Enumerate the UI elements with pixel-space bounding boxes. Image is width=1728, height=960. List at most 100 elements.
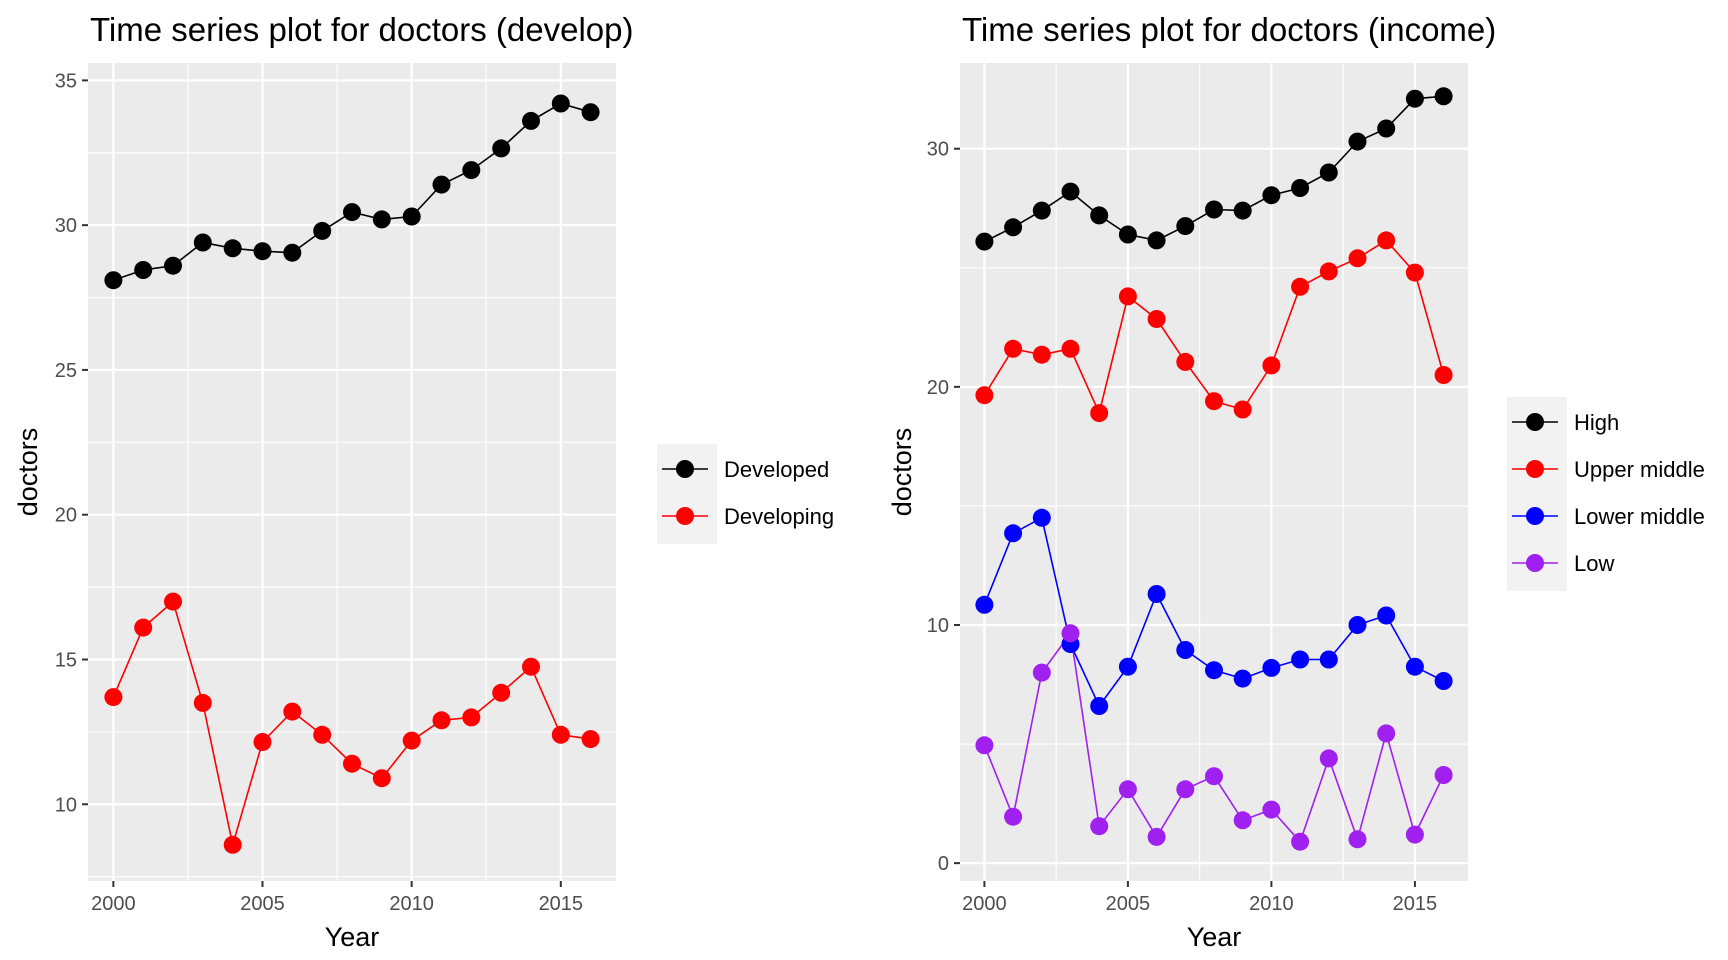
x-axis-ticks: 2000 2005 2010 2015 bbox=[91, 881, 583, 915]
data-point-lower-middle bbox=[1176, 641, 1195, 659]
data-point-lower-middle bbox=[1118, 657, 1137, 676]
x-tick-label: 2010 bbox=[389, 893, 434, 915]
legend-label: Developing bbox=[724, 504, 834, 529]
data-point-developing bbox=[551, 725, 570, 744]
data-point-high bbox=[1377, 119, 1396, 138]
data-point-high bbox=[1205, 200, 1223, 219]
x-axis-label: Year bbox=[325, 922, 380, 952]
data-point-developed bbox=[193, 233, 212, 252]
y-tick-label: 10 bbox=[927, 615, 949, 637]
data-point-upper-middle bbox=[1061, 339, 1080, 358]
data-point-low bbox=[975, 736, 994, 755]
data-point-developing bbox=[492, 683, 511, 702]
data-point-developing bbox=[372, 769, 391, 788]
legend: Developed Developing bbox=[657, 444, 834, 544]
legend: High Upper middle Lower middle Low bbox=[1507, 397, 1705, 591]
data-point-upper-middle bbox=[1118, 287, 1137, 306]
data-point-lower-middle bbox=[1090, 697, 1109, 715]
data-point-lower-middle bbox=[1032, 508, 1051, 527]
data-point-lower-middle bbox=[1291, 650, 1310, 669]
data-point-lower-middle bbox=[1147, 585, 1166, 603]
data-point-upper-middle bbox=[1319, 262, 1338, 281]
legend-marker bbox=[1526, 507, 1544, 525]
data-point-low bbox=[1147, 827, 1166, 846]
data-point-upper-middle bbox=[1291, 277, 1310, 296]
data-point-developed bbox=[164, 256, 182, 275]
data-point-developed bbox=[343, 203, 361, 222]
x-tick-label: 2005 bbox=[240, 893, 285, 915]
data-point-developed bbox=[522, 111, 540, 130]
data-point-developing bbox=[402, 731, 421, 750]
data-point-low bbox=[1205, 767, 1223, 786]
data-point-high bbox=[1262, 186, 1281, 205]
legend-item-high: High bbox=[1512, 410, 1619, 435]
y-tick-label: 30 bbox=[55, 215, 77, 237]
data-point-low bbox=[1319, 749, 1338, 768]
data-point-low bbox=[1118, 780, 1137, 799]
y-tick-label: 10 bbox=[55, 794, 77, 816]
data-point-upper-middle bbox=[1233, 400, 1252, 419]
legend-label: Low bbox=[1574, 551, 1614, 576]
data-point-developing bbox=[193, 693, 212, 712]
data-point-high bbox=[1291, 179, 1310, 197]
data-point-lower-middle bbox=[1348, 616, 1367, 634]
data-point-upper-middle bbox=[1377, 231, 1396, 250]
y-tick-label: 30 bbox=[927, 139, 949, 161]
data-point-low bbox=[1090, 817, 1109, 836]
data-point-low bbox=[1434, 766, 1453, 784]
data-point-developed bbox=[313, 221, 332, 240]
data-point-high bbox=[1032, 201, 1051, 220]
data-point-high bbox=[1176, 217, 1195, 236]
data-point-upper-middle bbox=[1004, 339, 1023, 358]
data-point-high bbox=[1405, 89, 1424, 108]
data-point-developed bbox=[223, 239, 242, 258]
x-tick-label: 2005 bbox=[1106, 893, 1151, 915]
chart-title: Time series plot for doctors (income) bbox=[962, 11, 1496, 48]
x-tick-label: 2010 bbox=[1249, 893, 1294, 915]
x-tick-label: 2000 bbox=[962, 893, 1007, 915]
data-point-developing bbox=[313, 725, 332, 744]
data-point-upper-middle bbox=[1348, 249, 1367, 268]
data-point-lower-middle bbox=[975, 595, 994, 614]
data-point-upper-middle bbox=[1262, 356, 1281, 375]
legend-marker bbox=[676, 507, 694, 525]
chart-develop: Time series plot for doctors (develop) 2… bbox=[13, 11, 834, 952]
data-point-high bbox=[1233, 201, 1252, 220]
y-tick-label: 15 bbox=[55, 649, 77, 671]
plot-panel bbox=[88, 63, 616, 881]
data-point-low bbox=[1176, 780, 1195, 799]
data-point-lower-middle bbox=[1262, 658, 1281, 677]
data-point-developing bbox=[432, 711, 451, 730]
y-tick-label: 0 bbox=[938, 853, 949, 875]
data-point-high bbox=[1434, 87, 1453, 106]
data-point-upper-middle bbox=[1405, 263, 1424, 282]
data-point-developing bbox=[134, 618, 153, 637]
data-point-developing bbox=[223, 835, 242, 854]
data-point-high bbox=[1090, 206, 1109, 225]
data-point-developing bbox=[253, 733, 272, 751]
data-point-upper-middle bbox=[1090, 404, 1109, 423]
data-point-developed bbox=[134, 261, 153, 279]
data-point-low bbox=[1348, 830, 1367, 849]
data-point-developing bbox=[283, 702, 302, 721]
data-point-low bbox=[1377, 724, 1396, 743]
legend-marker bbox=[676, 460, 694, 478]
data-point-developed bbox=[492, 139, 511, 158]
data-point-high bbox=[1061, 182, 1080, 201]
y-axis-label: doctors bbox=[887, 428, 917, 517]
data-point-upper-middle bbox=[1176, 352, 1195, 371]
data-point-upper-middle bbox=[975, 386, 994, 405]
x-tick-label: 2015 bbox=[539, 893, 584, 915]
data-point-developed bbox=[551, 94, 570, 113]
data-point-lower-middle bbox=[1319, 650, 1338, 669]
y-tick-label: 25 bbox=[55, 360, 77, 382]
legend-label: Developed bbox=[724, 457, 829, 482]
y-axis-ticks: 10 15 20 25 30 35 bbox=[55, 70, 88, 816]
data-point-developing bbox=[343, 754, 361, 773]
data-point-developed bbox=[462, 161, 481, 180]
data-point-developed bbox=[104, 271, 123, 290]
data-point-developed bbox=[372, 210, 391, 229]
data-point-lower-middle bbox=[1205, 661, 1223, 680]
y-axis-ticks: 0 10 20 30 bbox=[927, 139, 960, 875]
